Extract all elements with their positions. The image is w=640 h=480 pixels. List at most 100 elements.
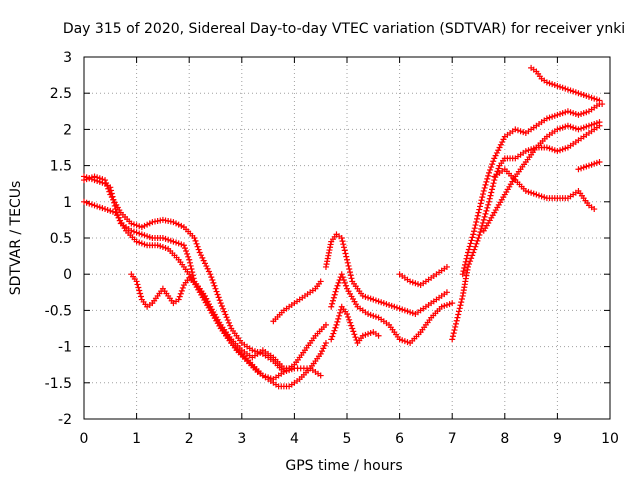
data-point	[365, 311, 372, 318]
data-point	[477, 200, 484, 207]
data-point	[94, 174, 101, 181]
series-track-l	[480, 119, 603, 234]
data-point	[137, 290, 144, 297]
data-point	[409, 279, 416, 286]
series-track-k	[459, 101, 603, 278]
data-point	[173, 239, 180, 246]
data-point	[493, 149, 500, 156]
data-point	[575, 90, 582, 97]
data-point	[570, 88, 577, 95]
data-point	[533, 191, 540, 198]
data-point	[514, 127, 521, 134]
data-point	[559, 146, 566, 153]
data-point	[322, 339, 329, 346]
data-point	[549, 146, 556, 153]
data-point	[467, 258, 474, 265]
data-point	[415, 281, 422, 288]
data-point	[554, 126, 561, 133]
data-point	[559, 124, 566, 131]
data-point	[585, 122, 592, 129]
data-point	[404, 339, 411, 346]
data-point	[218, 302, 225, 309]
data-point	[329, 297, 336, 304]
data-point	[562, 85, 569, 92]
data-point	[473, 240, 480, 247]
data-point	[128, 220, 135, 227]
data-point	[543, 115, 550, 122]
data-point	[194, 243, 201, 250]
data-point	[583, 92, 590, 99]
data-point	[477, 228, 484, 235]
data-point	[588, 161, 595, 168]
y-tick-label: 0.5	[50, 231, 72, 247]
data-point	[176, 293, 183, 300]
data-point	[103, 179, 110, 186]
data-point	[200, 257, 207, 264]
data-point	[340, 276, 347, 283]
data-point	[489, 186, 496, 193]
data-point	[583, 109, 590, 116]
data-point	[580, 164, 587, 171]
data-point	[227, 322, 234, 329]
data-point	[216, 297, 223, 304]
data-point	[175, 296, 182, 303]
data-point	[365, 330, 372, 337]
data-point	[478, 197, 485, 204]
data-point	[538, 193, 545, 200]
data-point	[133, 278, 140, 285]
data-point	[180, 242, 187, 249]
data-point	[596, 119, 603, 126]
data-point	[488, 164, 495, 171]
data-point	[453, 317, 460, 324]
data-point	[443, 289, 450, 296]
data-point	[331, 291, 338, 298]
data-point	[562, 123, 569, 130]
data-point	[134, 281, 141, 288]
data-point	[144, 221, 151, 228]
data-point	[564, 122, 571, 129]
y-axis: -2 -1.5 -1 -0.5 0 0.5 1 1.5 2 2.5 3	[45, 50, 610, 428]
data-point	[554, 82, 561, 89]
data-point	[551, 112, 558, 119]
data-point	[347, 319, 354, 326]
data-point	[102, 177, 109, 184]
data-point	[562, 109, 569, 116]
series-track-f	[322, 231, 450, 318]
data-point	[159, 244, 166, 251]
data-point	[591, 120, 598, 127]
data-point	[214, 291, 221, 298]
data-point	[345, 262, 352, 269]
x-axis-label: GPS time / hours	[285, 458, 402, 474]
data-point	[471, 246, 478, 253]
data-point	[211, 282, 218, 289]
data-point	[512, 126, 519, 133]
data-point	[476, 231, 483, 238]
data-point	[165, 236, 172, 243]
data-point	[378, 299, 385, 306]
data-point	[133, 229, 140, 236]
data-point	[170, 238, 177, 245]
data-point	[340, 241, 347, 248]
data-point	[86, 200, 93, 207]
series-track-i	[396, 263, 450, 289]
data-point	[479, 194, 486, 201]
data-point	[484, 175, 491, 182]
data-point	[460, 268, 467, 275]
data-point	[178, 287, 185, 294]
data-point	[199, 254, 206, 261]
data-point	[351, 331, 358, 338]
data-point	[338, 271, 345, 278]
data-point	[159, 235, 166, 241]
data-point	[185, 253, 192, 260]
data-point	[335, 315, 342, 322]
data-point	[332, 288, 339, 295]
data-point	[454, 314, 461, 321]
data-point	[383, 301, 390, 308]
data-point	[367, 295, 374, 302]
data-point	[559, 84, 566, 91]
data-point	[443, 263, 450, 270]
y-tick-label: 1	[63, 195, 72, 211]
data-point	[386, 301, 393, 308]
data-point	[438, 303, 445, 310]
